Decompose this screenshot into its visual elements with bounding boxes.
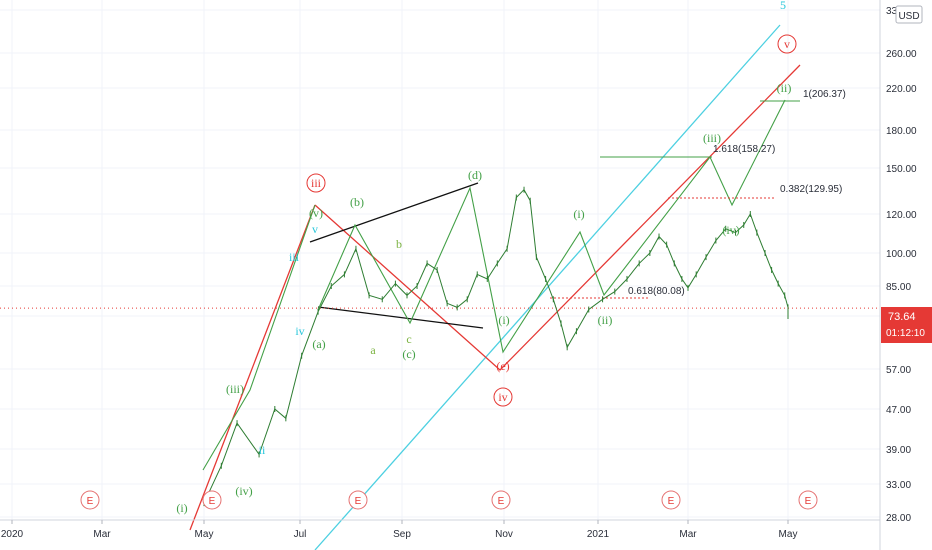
triangle-lower-line [317,306,484,329]
wave-line-red [314,64,801,371]
earnings-event-marker[interactable]: E [80,490,100,510]
wave-label: (e) [496,359,509,373]
triangle-upper-line [309,182,479,243]
x-tick-label: Sep [393,529,411,540]
earnings-event-ring [798,490,818,510]
wave-label: c [406,332,411,346]
wave-label-ring [777,34,797,54]
earnings-event-marker[interactable]: E [202,490,222,510]
wave-label: ii [259,443,266,457]
fib-level-label: 0.382(129.95) [780,184,842,195]
y-tick-label: 180.00 [886,126,917,137]
x-tick-label: Mar [93,529,111,540]
wave-label: iv [498,390,507,404]
y-tick-label: 260.00 [886,49,917,60]
y-tick-label: 85.00 [886,282,911,293]
wave-label: 5 [780,0,786,12]
bar-countdown: 01:12:10 [886,328,925,339]
earnings-event-ring [202,490,222,510]
wave-label: (iii) [226,382,244,396]
currency-label: USD [898,11,919,22]
y-tick-label: 39.00 [886,445,911,456]
wave-label: (iv) [235,484,252,498]
currency-badge[interactable]: USD [895,5,923,24]
y-tick-label: 47.00 [886,405,911,416]
wave-label: (d) [468,168,482,182]
y-tick-label: 33.00 [886,480,911,491]
earnings-event-label: E [209,496,216,507]
wave-label: v [312,222,318,236]
wave-line-red [189,204,316,531]
earnings-event-label: E [355,496,362,507]
x-tick-label: 2021 [587,529,610,540]
x-tick-label: Jul [294,529,307,540]
earnings-event-marker[interactable]: E [798,490,818,510]
x-tick-label: Nov [495,529,513,540]
y-tick-label: 28.00 [886,513,911,524]
channel-upper-cyan [314,24,781,550]
last-price-value: 73.64 [888,311,916,323]
wave-label: a [370,343,376,357]
x-tick-label: 2020 [1,529,24,540]
earnings-event-marker[interactable]: E [491,490,511,510]
y-tick-label: 150.00 [886,164,917,175]
wave-label: (iii) [703,131,721,145]
wave-label: iii [289,250,300,264]
earnings-event-label: E [668,496,675,507]
fib-levels: 1(206.37) 1.618(158.27) 0.382(129.95) 0.618… [628,89,846,297]
grid [0,0,880,520]
wave-label-ring [493,387,513,407]
y-tick-label: 57.00 [886,365,911,376]
wave-label: iii [311,176,322,190]
y-tick-label: 120.00 [886,210,917,221]
earnings-event-label: E [498,496,505,507]
time-axis[interactable]: 2020 Mar May Jul Sep Nov 2021 Mar May [1,520,798,540]
earnings-event-ring [491,490,511,510]
fib-level-label: 0.618(80.08) [628,286,685,297]
earnings-event-marker[interactable]: E [661,490,681,510]
earnings-event-marker[interactable]: E [348,490,368,510]
wave-label: (ii) [777,81,792,95]
y-tick-label: 100.00 [886,249,917,260]
fib-level-label: 1(206.37) [803,89,846,100]
wave-label: (i) [573,207,584,221]
earnings-event-ring [661,490,681,510]
wave-label: (a) [312,337,325,351]
wave-label: b [396,237,402,251]
price-series [203,186,789,507]
last-price-box [881,307,932,343]
trend-lines [0,24,880,550]
earnings-event-label: E [87,496,94,507]
wave-label: (i) [176,501,187,515]
wave-label: (iv) [722,223,739,237]
price-line [203,188,789,504]
wave-label: (v) [309,206,323,220]
x-tick-label: May [195,529,214,540]
x-tick-label: Mar [679,529,697,540]
wave-label: (ii) [598,313,613,327]
wave-line-green [202,204,316,471]
earnings-event-ring [80,490,100,510]
currency-badge-box [895,5,923,24]
wave-label: iv [295,324,304,338]
earnings-event-ring [348,490,368,510]
wave-label: (b) [350,195,364,209]
earnings-event-label: E [805,496,812,507]
wave-label: (c) [402,347,415,361]
wave-labels: 5 v iii iv (v) (iii) (iv) (i) (ii) (a) (b) (c) (d) (e… [176,0,797,515]
wave-label: v [784,37,790,51]
x-tick-label: May [779,529,798,540]
wave-label-ring [306,173,326,193]
y-tick-label: 220.00 [886,84,917,95]
wave-line-green [317,99,786,354]
wave-label: (i) [498,313,509,327]
fib-level-label: 1.618(158.27) [713,144,775,155]
last-price-marker: 73.64 01:12:10 [881,307,932,343]
